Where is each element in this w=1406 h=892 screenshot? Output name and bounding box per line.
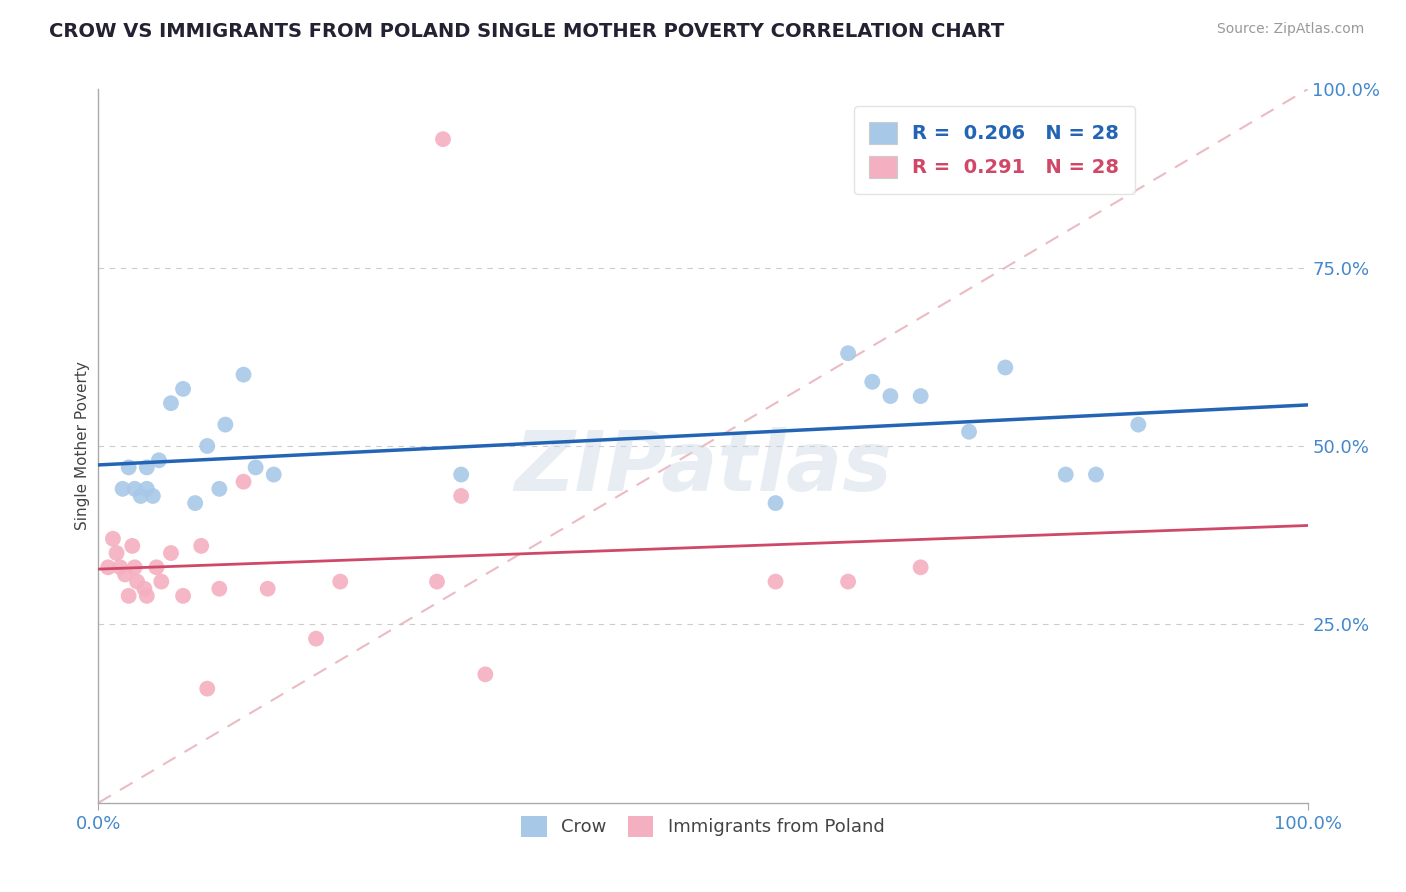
Point — [837, 346, 859, 360]
Point — [127, 574, 149, 589]
Point — [837, 574, 859, 589]
Point — [105, 546, 128, 560]
Point — [160, 546, 183, 560]
Point — [145, 560, 167, 574]
Point — [135, 482, 157, 496]
Point — [256, 582, 278, 596]
Point — [994, 360, 1017, 375]
Point — [232, 475, 254, 489]
Point — [450, 467, 472, 482]
Point — [195, 681, 218, 696]
Point — [214, 417, 236, 432]
Point — [148, 453, 170, 467]
Point — [135, 589, 157, 603]
Y-axis label: Single Mother Poverty: Single Mother Poverty — [75, 361, 90, 531]
Point — [474, 667, 496, 681]
Point — [142, 489, 165, 503]
Point — [910, 389, 932, 403]
Point — [121, 539, 143, 553]
Text: CROW VS IMMIGRANTS FROM POLAND SINGLE MOTHER POVERTY CORRELATION CHART: CROW VS IMMIGRANTS FROM POLAND SINGLE MO… — [49, 22, 1004, 41]
Point — [172, 589, 194, 603]
Point — [1054, 467, 1077, 482]
Point — [1128, 417, 1150, 432]
Point — [160, 396, 183, 410]
Point — [910, 560, 932, 574]
Point — [450, 489, 472, 503]
Point — [135, 460, 157, 475]
Point — [114, 567, 136, 582]
Point — [329, 574, 352, 589]
Point — [765, 574, 787, 589]
Point — [184, 496, 207, 510]
Point — [208, 482, 231, 496]
Point — [118, 460, 141, 475]
Point — [195, 439, 218, 453]
Point — [232, 368, 254, 382]
Point — [190, 539, 212, 553]
Text: Source: ZipAtlas.com: Source: ZipAtlas.com — [1216, 22, 1364, 37]
Point — [134, 582, 156, 596]
Point — [305, 632, 328, 646]
Point — [245, 460, 267, 475]
Point — [101, 532, 124, 546]
Legend: Crow, Immigrants from Poland: Crow, Immigrants from Poland — [515, 808, 891, 844]
Point — [108, 560, 131, 574]
Point — [263, 467, 285, 482]
Point — [765, 496, 787, 510]
Point — [957, 425, 980, 439]
Point — [129, 489, 152, 503]
Point — [426, 574, 449, 589]
Point — [97, 560, 120, 574]
Point — [172, 382, 194, 396]
Point — [432, 132, 454, 146]
Text: ZIPatlas: ZIPatlas — [515, 427, 891, 508]
Point — [879, 389, 901, 403]
Point — [860, 375, 883, 389]
Point — [111, 482, 134, 496]
Point — [150, 574, 173, 589]
Point — [208, 582, 231, 596]
Point — [124, 560, 146, 574]
Point — [124, 482, 146, 496]
Point — [1085, 467, 1108, 482]
Point — [118, 589, 141, 603]
